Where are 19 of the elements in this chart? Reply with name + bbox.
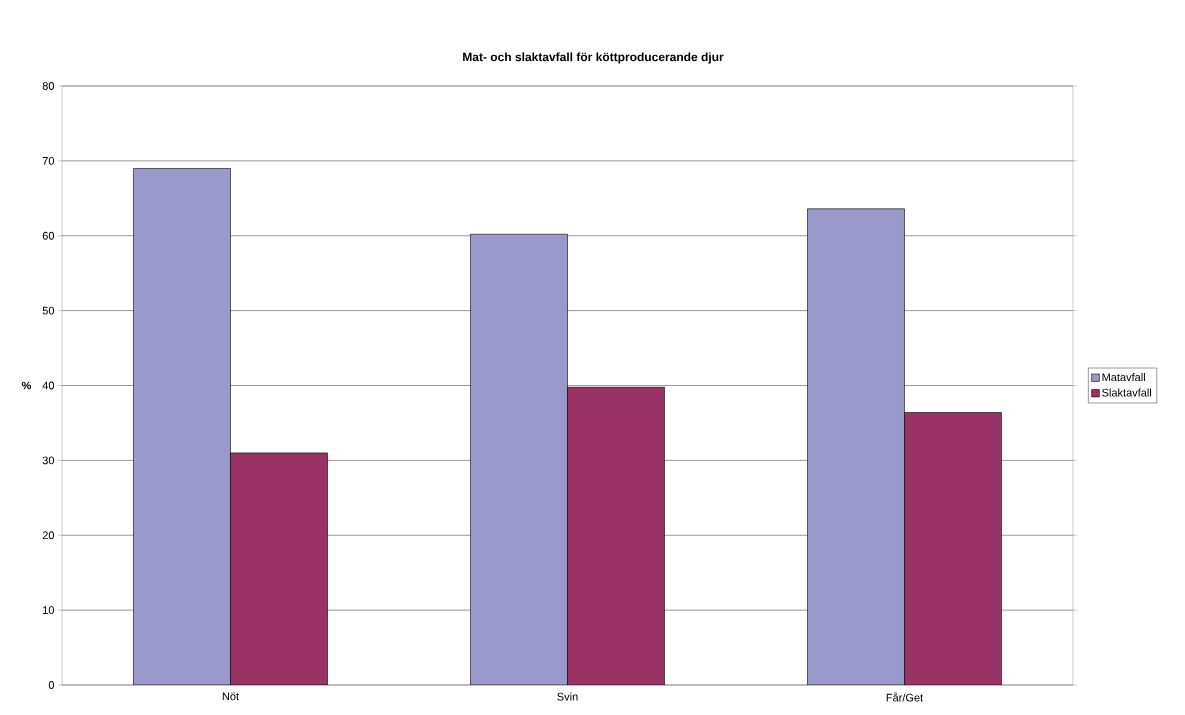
x-tick-label: Får/Get <box>886 692 924 702</box>
y-tick-label: 0 <box>48 681 55 689</box>
y-tick-label: 40 <box>42 381 55 390</box>
y-tick-label: 80 <box>42 82 55 90</box>
y-axis-title: % <box>21 381 32 390</box>
y-tick-label: 60 <box>42 231 55 240</box>
bar <box>230 452 328 685</box>
x-tick-label: Svin <box>557 692 578 701</box>
y-tick-label: 20 <box>42 531 55 540</box>
y-tick-label: 10 <box>43 606 55 615</box>
legend-label: Matavfall <box>1102 373 1145 382</box>
x-tick-label: Nöt <box>222 692 239 701</box>
legend-label: Slaktavfall <box>1102 388 1152 397</box>
chart-title: Mat- och slaktavfall för köttproducerande djur <box>463 52 724 64</box>
bar <box>904 412 1002 685</box>
bar <box>567 386 665 685</box>
y-tick-label: 30 <box>42 456 55 465</box>
y-tick-label: 70 <box>42 156 55 165</box>
y-tick-label: 50 <box>42 306 55 315</box>
